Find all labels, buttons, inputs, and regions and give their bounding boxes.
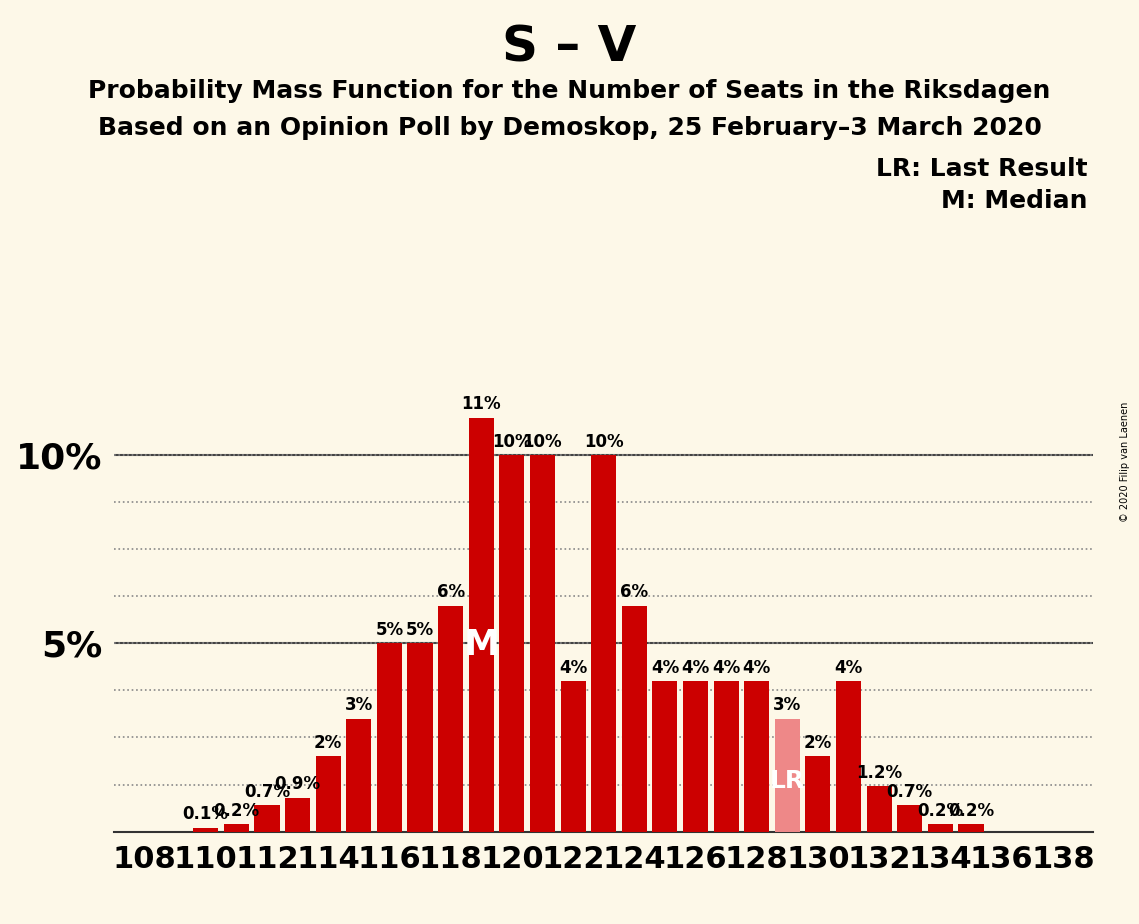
Text: 10%: 10% (492, 432, 532, 451)
Text: © 2020 Filip van Laenen: © 2020 Filip van Laenen (1120, 402, 1130, 522)
Text: 0.2%: 0.2% (917, 801, 964, 820)
Bar (775, 719, 800, 832)
Text: Probability Mass Function for the Number of Seats in the Riksdagen: Probability Mass Function for the Number… (89, 79, 1050, 103)
Bar (346, 719, 371, 832)
Text: 2%: 2% (804, 734, 833, 752)
Text: 4%: 4% (559, 659, 588, 676)
Bar (254, 805, 279, 832)
Text: LR: Last Result: LR: Last Result (876, 157, 1088, 181)
Bar (744, 681, 769, 832)
Bar (377, 643, 402, 832)
Text: 0.7%: 0.7% (887, 783, 933, 801)
Text: 4%: 4% (712, 659, 740, 676)
Text: 6%: 6% (621, 583, 648, 602)
Text: Based on an Opinion Poll by Demoskop, 25 February–3 March 2020: Based on an Opinion Poll by Demoskop, 25… (98, 116, 1041, 140)
Text: 0.2%: 0.2% (213, 801, 260, 820)
Bar (194, 828, 219, 832)
Bar (805, 757, 830, 832)
Text: 10%: 10% (523, 432, 563, 451)
Bar (223, 824, 249, 832)
Text: 5%: 5% (405, 621, 434, 638)
Text: S – V: S – V (502, 23, 637, 71)
Text: 2%: 2% (314, 734, 343, 752)
Text: 5%: 5% (376, 621, 403, 638)
Text: 4%: 4% (681, 659, 710, 676)
Bar (622, 606, 647, 832)
Bar (958, 824, 984, 832)
Text: M: Median: M: Median (941, 189, 1088, 213)
Text: 4%: 4% (835, 659, 862, 676)
Bar (591, 456, 616, 832)
Bar (499, 456, 524, 832)
Bar (560, 681, 585, 832)
Text: 3%: 3% (345, 696, 372, 714)
Text: LR: LR (770, 769, 805, 793)
Bar (439, 606, 464, 832)
Bar (530, 456, 555, 832)
Text: 4%: 4% (743, 659, 771, 676)
Text: M: M (464, 628, 499, 663)
Text: 0.9%: 0.9% (274, 775, 320, 793)
Bar (683, 681, 708, 832)
Bar (285, 797, 310, 832)
Text: 10%: 10% (584, 432, 623, 451)
Text: 0.2%: 0.2% (948, 801, 994, 820)
Bar (316, 757, 341, 832)
Bar (928, 824, 953, 832)
Bar (408, 643, 433, 832)
Text: 6%: 6% (436, 583, 465, 602)
Text: 1.2%: 1.2% (857, 764, 902, 782)
Bar (836, 681, 861, 832)
Bar (898, 805, 923, 832)
Bar (653, 681, 678, 832)
Bar (468, 418, 494, 832)
Text: 4%: 4% (650, 659, 679, 676)
Bar (713, 681, 739, 832)
Text: 3%: 3% (773, 696, 802, 714)
Bar (867, 786, 892, 832)
Text: 0.7%: 0.7% (244, 783, 290, 801)
Text: 11%: 11% (461, 395, 501, 413)
Text: 0.1%: 0.1% (182, 806, 229, 823)
